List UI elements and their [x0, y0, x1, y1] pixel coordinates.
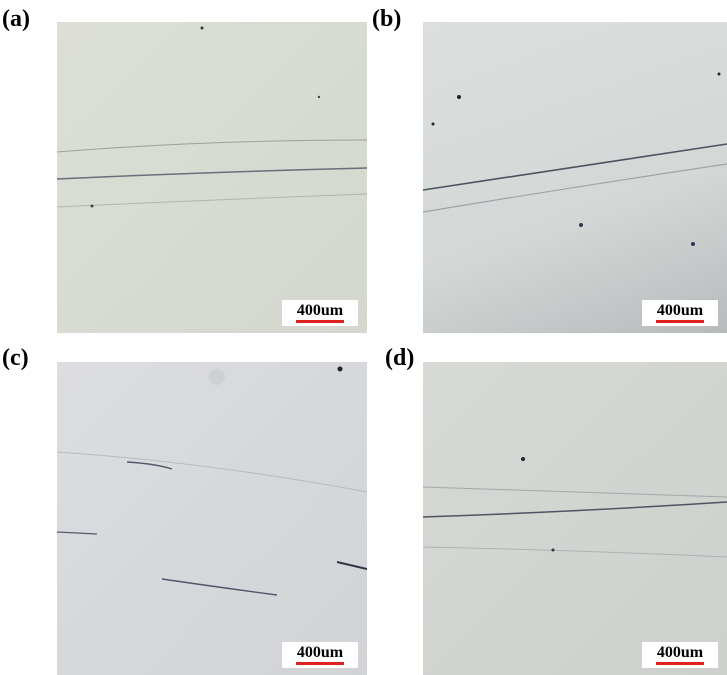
scale-bar-text: 400um — [656, 644, 704, 665]
scale-bar: 400um — [282, 642, 358, 668]
micrograph: 400um — [57, 362, 367, 675]
scale-bar: 400um — [282, 300, 358, 326]
panel-label: (b) — [372, 6, 401, 33]
scale-bar-text: 400um — [656, 302, 704, 323]
scratches — [57, 22, 367, 333]
scale-bar: 400um — [642, 642, 718, 668]
scratches — [423, 22, 727, 333]
scale-bar: 400um — [642, 300, 718, 326]
micrograph: 400um — [57, 22, 367, 333]
scale-bar-text: 400um — [296, 644, 344, 665]
panel-label: (a) — [2, 6, 30, 33]
panel-label: (c) — [2, 345, 29, 372]
micrograph: 400um — [423, 22, 727, 333]
scale-bar-text: 400um — [296, 302, 344, 323]
scratches — [57, 362, 367, 675]
micrograph: 400um — [423, 362, 727, 675]
panel-label: (d) — [385, 345, 414, 372]
figure: (a) 400um (b) 400um (c) 400um (d) — [0, 0, 727, 675]
scratches — [423, 362, 727, 675]
